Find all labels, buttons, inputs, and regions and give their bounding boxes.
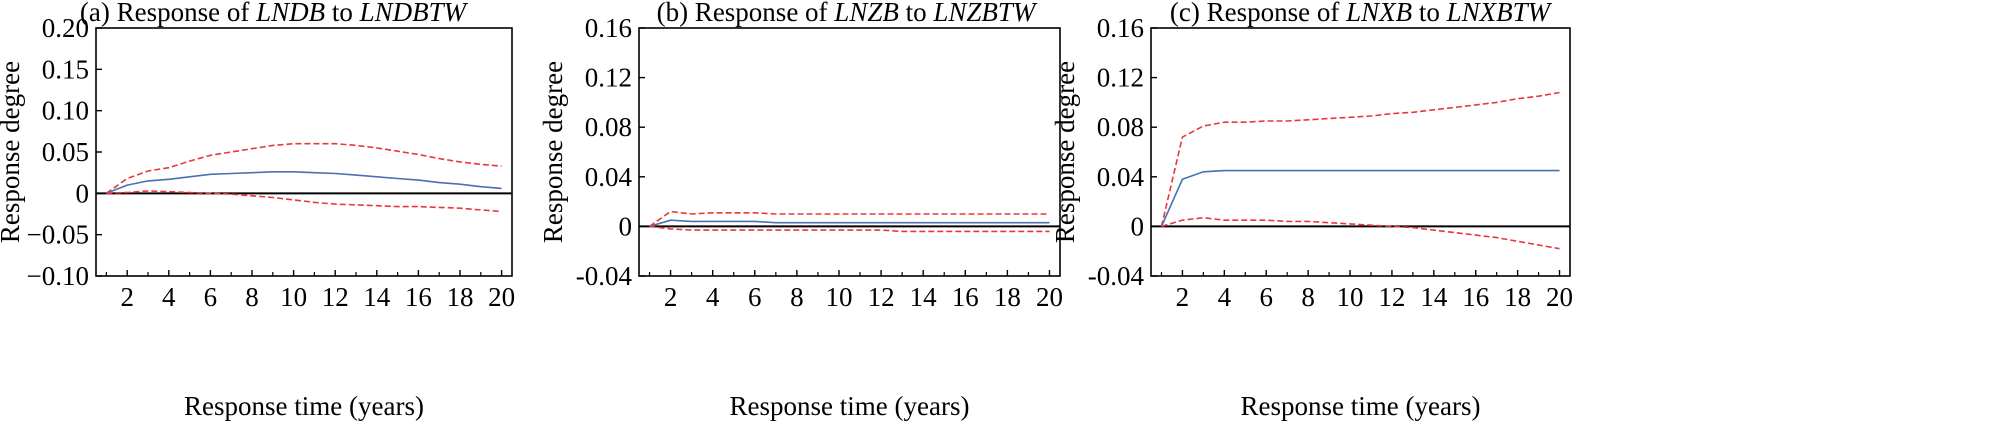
x-tick-label: 2: [664, 282, 678, 312]
y-tick-label: 0.10: [42, 96, 89, 126]
chart-title-part: LNXB: [1345, 0, 1412, 27]
chart-title-part: (a) Response of: [80, 0, 256, 27]
response-line: [1160, 169, 1560, 227]
y-axis-label: Response degree: [0, 61, 25, 243]
y-tick-label: 0.16: [1097, 13, 1144, 43]
x-axis-label: Response time (years): [1241, 391, 1481, 421]
x-tick-label: 10: [1337, 282, 1364, 312]
x-tick-label: 16: [1462, 282, 1489, 312]
chart-title-part: LNZBTW: [932, 0, 1038, 27]
chart-title-part: (c) Response of: [1170, 0, 1346, 27]
x-tick-label: 4: [706, 282, 720, 312]
x-tick-label: 20: [1546, 282, 1573, 312]
x-tick-label: 8: [245, 282, 259, 312]
plot-frame: [95, 27, 513, 277]
chart-title-part: to: [1412, 0, 1447, 27]
y-tick-label: 0: [76, 178, 90, 208]
upper-bound-line: [649, 210, 1050, 228]
x-tick-label: 10: [280, 282, 307, 312]
y-tick-label: 0.12: [585, 63, 632, 93]
x-axis-label: Response time (years): [730, 391, 970, 421]
x-tick-label: 6: [1259, 282, 1273, 312]
y-tick-label: 0.05: [42, 137, 89, 167]
lower-bound-line: [106, 190, 502, 213]
chart-title-part: LNXBTW: [1446, 0, 1553, 27]
chart-title: (c) Response of LNXB to LNXBTW: [1170, 0, 1553, 27]
y-tick-label: 0.04: [1097, 162, 1145, 192]
x-tick-label: 4: [162, 282, 176, 312]
lower-bound-line: [1161, 216, 1560, 250]
chart-panel-b: (b) Response of LNZB to LNZBTW -0.04 0 0.04…: [538, 0, 1063, 424]
chart-title: (a) Response of LNDB to LNDBTW: [80, 0, 469, 27]
x-tick-label: 2: [1176, 282, 1190, 312]
y-tick-label: −0.10: [27, 261, 89, 291]
response-line: [649, 219, 1050, 228]
x-tick-label: 12: [322, 282, 349, 312]
x-tick-label: 8: [790, 282, 804, 312]
x-tick-label: 10: [825, 282, 852, 312]
x-axis-label: Response time (years): [184, 391, 424, 421]
chart-title-part: (b) Response of: [657, 0, 835, 27]
y-tick-label: -0.04: [1088, 261, 1145, 291]
x-tick-label: 18: [994, 282, 1021, 312]
upper-bound-line: [1160, 91, 1560, 227]
chart-title-part: to: [899, 0, 934, 27]
chart-panel-a: (a) Response of LNDB to LNDBTW −0.10 −0.05…: [0, 0, 540, 424]
chart-b: (b) Response of LNZB to LNZBTW -0.04 0 0.04…: [538, 0, 1063, 421]
x-tick-label: 6: [204, 282, 218, 312]
chart-c: (c) Response of LNXB to LNXBTW -0.04 0 0.04…: [1050, 0, 1573, 421]
lower-bound-line: [649, 225, 1050, 233]
upper-bound-line: [105, 142, 502, 194]
x-tick-label: 14: [363, 282, 391, 312]
chart-title-part: LNDB: [255, 0, 325, 27]
chart-panel-c: (c) Response of LNXB to LNXBTW -0.04 0 0.04…: [1050, 0, 1580, 424]
x-tick-label: 18: [447, 282, 474, 312]
y-tick-label: 0: [619, 211, 633, 241]
plot-frame: [1150, 27, 1571, 277]
chart-title-part: to: [325, 0, 360, 27]
y-tick-label: 0.12: [1097, 63, 1144, 93]
x-tick-label: 12: [868, 282, 895, 312]
x-tick-label: 20: [488, 282, 515, 312]
x-tick-label: 14: [1420, 282, 1448, 312]
x-tick-label: 14: [910, 282, 938, 312]
x-tick-label: 2: [120, 282, 134, 312]
y-tick-label: 0.16: [585, 13, 632, 43]
x-tick-label: 16: [952, 282, 979, 312]
y-tick-label: 0.20: [42, 13, 89, 43]
x-tick-label: 8: [1301, 282, 1315, 312]
y-tick-label: 0.04: [585, 162, 633, 192]
y-tick-label: 0: [1131, 211, 1145, 241]
chart-title-part: LNDBTW: [359, 0, 469, 27]
x-tick-label: 18: [1504, 282, 1531, 312]
chart-title: (b) Response of LNZB to LNZBTW: [657, 0, 1038, 27]
y-tick-label: 0.08: [585, 112, 632, 142]
y-tick-label: −0.05: [27, 220, 89, 250]
chart-title-part: LNZB: [833, 0, 899, 27]
response-line: [106, 171, 502, 195]
y-tick-label: -0.04: [576, 261, 633, 291]
x-tick-label: 20: [1036, 282, 1063, 312]
y-tick-label: 0.08: [1097, 112, 1144, 142]
plot-frame: [638, 27, 1061, 277]
chart-a: (a) Response of LNDB to LNDBTW −0.10 −0.05…: [0, 0, 515, 421]
x-tick-label: 4: [1218, 282, 1232, 312]
x-tick-label: 12: [1378, 282, 1405, 312]
y-tick-label: 0.15: [42, 54, 89, 84]
x-tick-label: 16: [405, 282, 432, 312]
y-axis-label: Response degree: [538, 61, 568, 243]
y-axis-label: Response degree: [1050, 61, 1080, 243]
x-tick-label: 6: [748, 282, 762, 312]
